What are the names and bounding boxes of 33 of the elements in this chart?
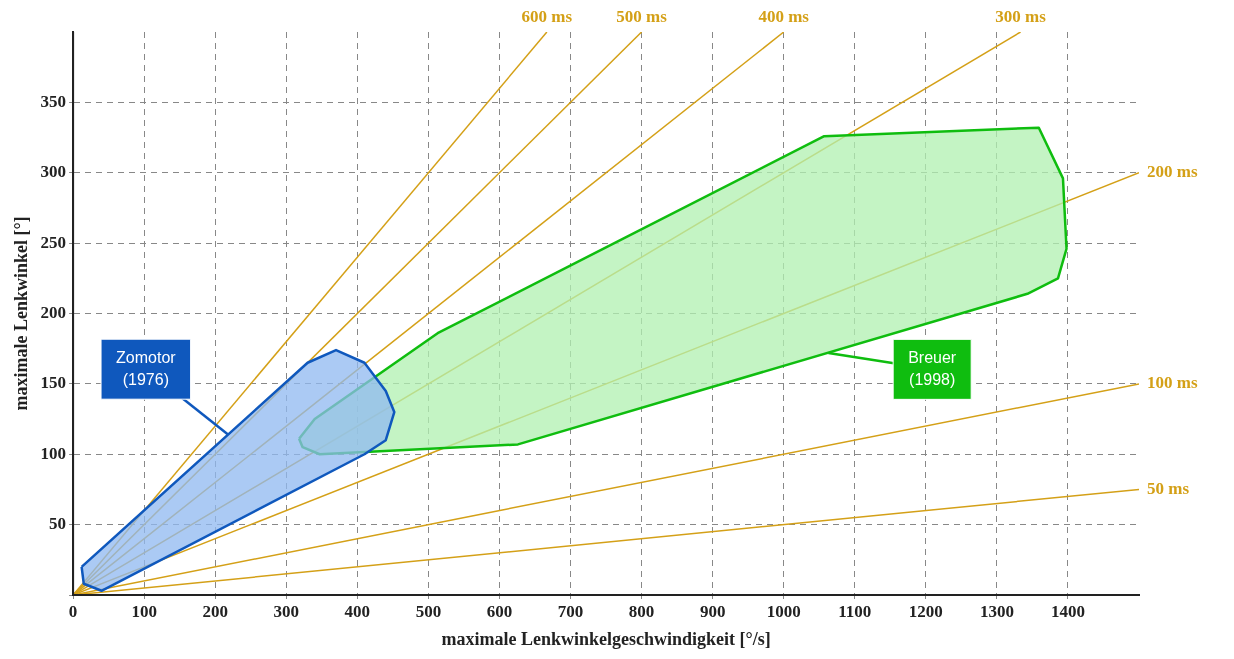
x-axis-title: maximale Lenkwinkelgeschwindigkeit [°/s] [441,628,771,649]
x-tick-label: 700 [557,601,584,621]
series-label: 600 ms [521,6,573,26]
x-tick-label: 300 [273,601,300,621]
x-tick-label: 1200 [908,601,943,621]
series-label: 100 ms [1147,373,1198,393]
series-label: 300 ms [995,6,1047,26]
annotation: Breuer (1998) [908,348,957,388]
series-label: 500 ms [616,6,668,26]
y-tick-label: 350 [40,91,67,111]
series-label: 400 ms [758,6,810,26]
series-label: 50 ms [1147,478,1190,498]
x-tick-label: 200 [202,601,228,621]
y-tick-label: 150 [40,373,67,393]
x-tick-label: 800 [628,601,655,621]
x-tick-label: 0 [68,601,78,621]
y-axis-title: maximale Lenkwinkel [°] [11,216,32,411]
annotation: Zomotor (1976) [116,348,177,388]
series-label: 200 ms [1147,162,1198,182]
x-tick-label: 400 [344,601,371,621]
x-tick-label: 1300 [979,601,1014,621]
x-tick-label: 1400 [1050,601,1085,621]
y-tick-label: 200 [40,302,67,322]
y-tick-label: 300 [40,162,67,182]
x-tick-label: 1100 [838,601,872,621]
x-tick-label: 500 [415,601,442,621]
y-tick-label: 100 [40,443,67,463]
x-tick-label: 600 [486,601,513,621]
y-tick-label: 50 [49,514,67,534]
y-tick-label: 250 [40,232,67,252]
x-tick-label: 100 [131,601,157,621]
x-tick-label: 900 [699,601,726,621]
x-tick-label: 1000 [766,601,801,621]
